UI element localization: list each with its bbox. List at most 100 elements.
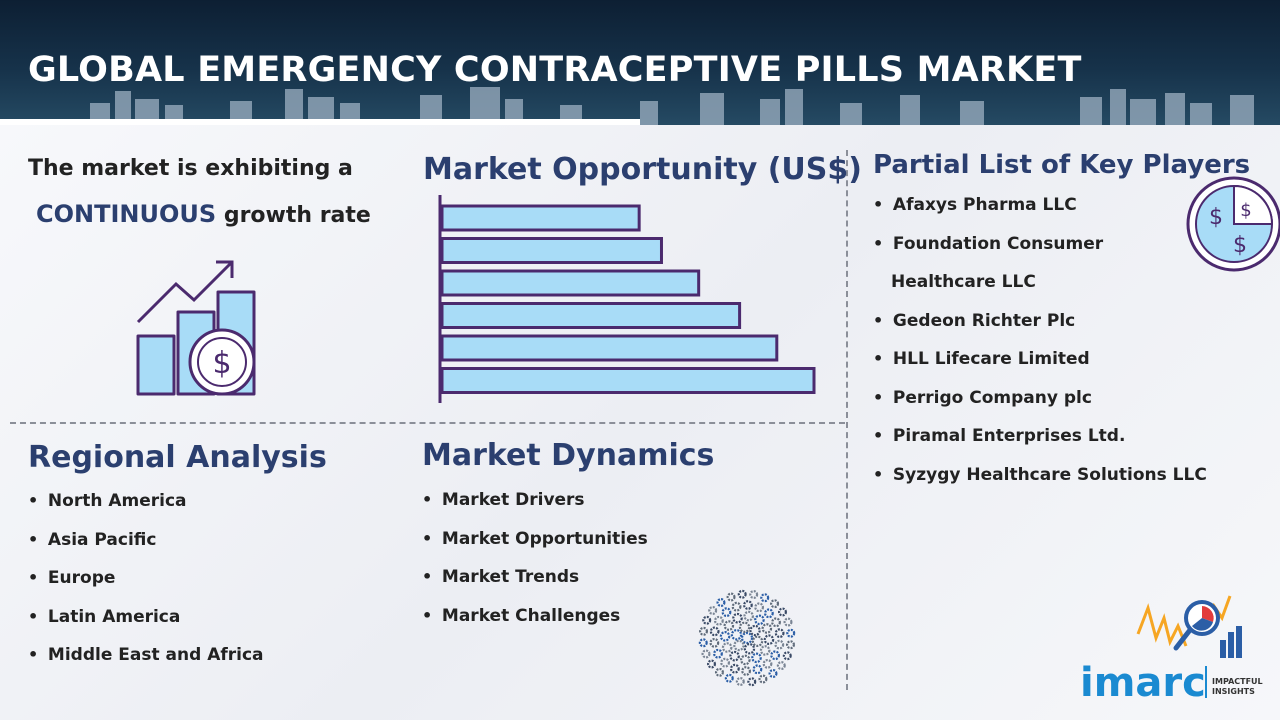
gear-shape (720, 657, 731, 668)
gear-shape (743, 643, 756, 655)
growth-statement-line2: CONTINUOUS growth rate (36, 200, 371, 228)
gear-shape (762, 658, 773, 669)
growth-chart-dollar-icon: $ (136, 260, 256, 396)
bullet: • (873, 349, 884, 368)
gear-shape (751, 635, 764, 647)
growth-statement-line1: The market is exhibiting a (28, 156, 353, 181)
gear-shape (716, 598, 726, 608)
key-players-title: Partial List of Key Players (873, 150, 1251, 180)
bullet: • (28, 606, 39, 626)
magnifier-chart-icon (1136, 595, 1242, 658)
list-item: • Asia Pacific (28, 529, 157, 550)
gear-shape (721, 642, 733, 653)
gear-shape (729, 650, 740, 662)
gear-shape (751, 652, 762, 664)
opportunity-bar (440, 334, 779, 362)
svg-text:$: $ (212, 346, 231, 381)
gear-shape (782, 651, 792, 661)
gear-shape (774, 639, 785, 650)
gear-shape (768, 668, 778, 678)
header-banner: GLOBAL EMERGENCY CONTRACEPTIVE PILLS MAR… (0, 0, 1280, 125)
gear-shape (783, 617, 793, 627)
gear-shape (708, 605, 718, 615)
page-title: GLOBAL EMERGENCY CONTRACEPTIVE PILLS MAR… (28, 50, 1082, 90)
list-item: • North America (28, 491, 187, 511)
gear-shape (752, 664, 763, 675)
gear-shape (761, 623, 773, 634)
gear-shape (702, 615, 712, 625)
growth-rate-highlight: CONTINUOUS (36, 200, 217, 228)
bullet: • (873, 387, 884, 407)
vertical-divider (846, 150, 848, 690)
svg-text:imarc: imarc (1080, 660, 1206, 706)
bullet: • (873, 426, 884, 445)
bullet: • (873, 310, 884, 330)
list-item: • Market Trends (422, 567, 580, 587)
gear-shape (732, 612, 743, 624)
gear-shape (763, 634, 775, 645)
gear-shape (698, 638, 708, 648)
gear-shape (709, 626, 720, 637)
svg-text:IMPACTFUL: IMPACTFUL (1212, 677, 1263, 686)
gear-shape (735, 676, 745, 686)
bullet: • (873, 464, 884, 484)
bullet: • (28, 491, 39, 510)
gear-shape (731, 601, 742, 612)
gear-shape (786, 628, 796, 638)
gear-shape (737, 589, 747, 599)
gear-shape (763, 608, 774, 619)
gear-shape (740, 654, 751, 666)
list-item: • Market Opportunities (422, 528, 648, 549)
gear-shape (723, 620, 735, 631)
bullet: • (28, 568, 39, 587)
list-item: • Afaxys Pharma LLC (873, 195, 1077, 215)
dynamics-list: • Market Drivers • Market Opportunities … (422, 488, 648, 642)
gear-shape (701, 649, 711, 659)
gear-shape (759, 645, 771, 656)
gear-shape (749, 590, 759, 600)
market-opportunity-title: Market Opportunity (US$) (423, 152, 862, 187)
opportunity-bar (440, 269, 701, 297)
growth-rate-text: growth rate (216, 203, 371, 228)
gear-shape (729, 663, 740, 674)
bullet: • (422, 605, 433, 625)
gear-shape (707, 659, 717, 669)
city-skyline-graphic (0, 87, 1254, 125)
gear-shape (776, 661, 786, 671)
regional-analysis-title: Regional Analysis (28, 440, 327, 475)
gear-shape (726, 592, 736, 602)
gear-shape (741, 666, 751, 676)
bullet: • (873, 195, 884, 214)
gear-shape (749, 624, 761, 637)
bullet: • (28, 645, 39, 664)
gear-shape (713, 648, 723, 659)
gear-shape (760, 593, 770, 603)
svg-text:$: $ (1240, 200, 1251, 221)
list-item: • HLL Lifecare Limited (873, 349, 1090, 369)
opportunity-bar (440, 204, 641, 232)
bullet: • (28, 529, 39, 549)
gear-shape (730, 629, 743, 641)
gear-shape (785, 640, 795, 650)
list-item: • Gedeon Richter Plc (873, 310, 1076, 331)
gear-shape (713, 615, 724, 626)
bullet: • (422, 567, 433, 586)
gear-shape (770, 599, 780, 609)
opportunity-bar (440, 237, 663, 264)
opportunity-bar (440, 302, 742, 329)
list-item: • Perrigo Company plc (873, 387, 1092, 408)
list-item: • Latin America (28, 606, 181, 627)
bullet: • (873, 233, 884, 253)
list-item: • Market Challenges (422, 605, 621, 626)
gear-shape (777, 607, 787, 617)
market-dynamics-title: Market Dynamics (422, 438, 715, 473)
svg-text:$: $ (1233, 233, 1247, 258)
gear-shape (770, 650, 781, 661)
horizontal-divider (10, 422, 845, 424)
opportunity-bar (440, 367, 816, 394)
gear-cluster-icon (698, 589, 796, 687)
regional-list: • North America • Asia Pacific • Europe … (28, 489, 264, 682)
gear-shape (743, 600, 753, 610)
list-item: • Foundation Consumer (873, 233, 1104, 254)
gear-shape (754, 602, 765, 613)
